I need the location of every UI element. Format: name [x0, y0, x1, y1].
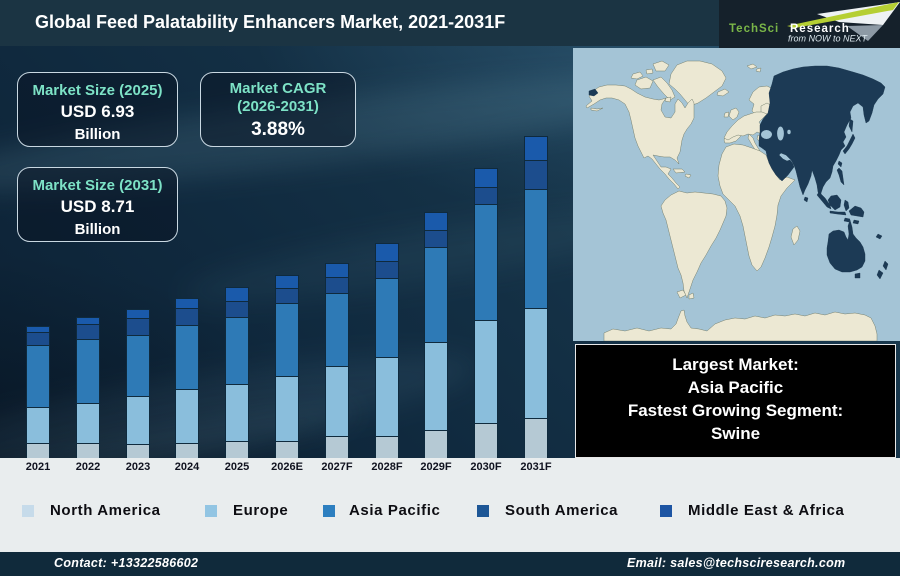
- svg-text:TechSci: TechSci: [729, 23, 779, 35]
- svg-text:from NOW to NEXT: from NOW to NEXT: [788, 34, 869, 44]
- svg-text:Research: Research: [790, 23, 850, 35]
